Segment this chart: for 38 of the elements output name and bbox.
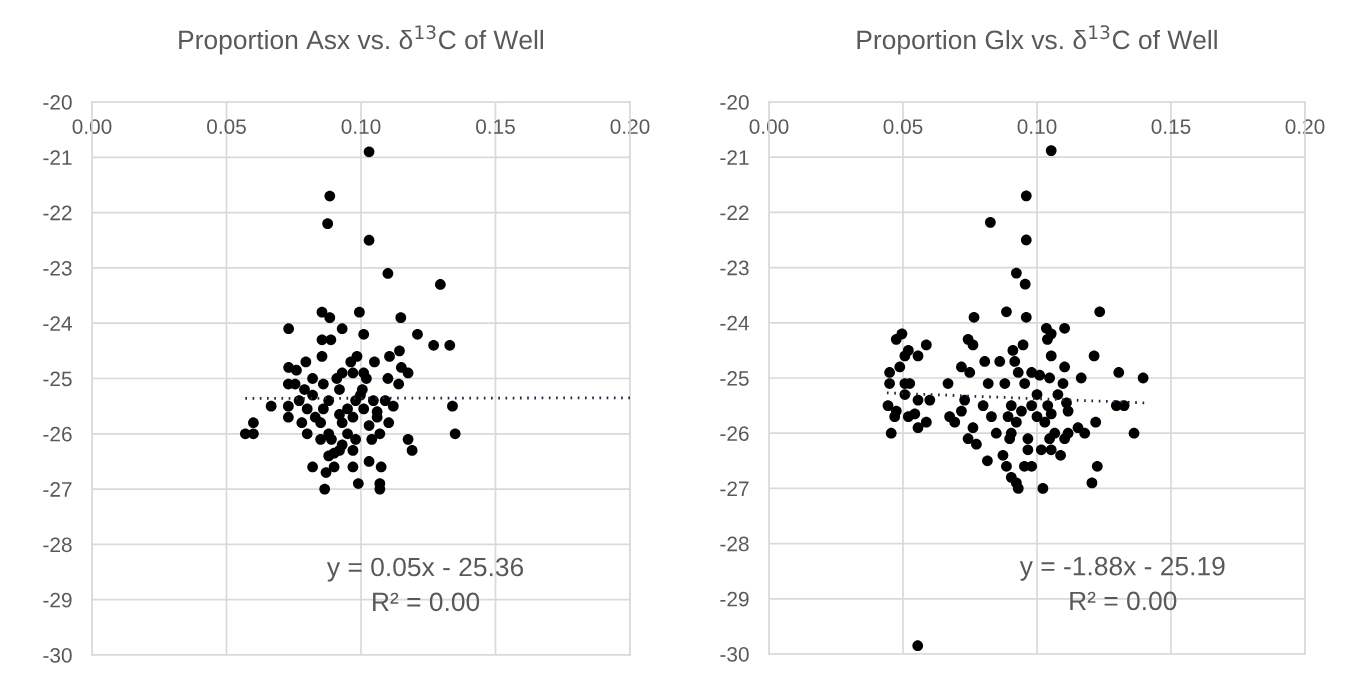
- x-tick-label: 0.15: [476, 119, 515, 134]
- y-tick-label: -20: [43, 95, 72, 110]
- y-tick-label: -26: [43, 426, 72, 442]
- y-tick-label: -26: [720, 426, 749, 441]
- y-tick-label: -28: [720, 536, 749, 552]
- y-tick-label: -21: [43, 150, 72, 165]
- x-tick-label: 0.15: [1151, 119, 1191, 134]
- y-tick-label: -30: [720, 647, 749, 662]
- y-tick-label: -30: [43, 648, 72, 663]
- y-tick-label: -22: [720, 205, 749, 220]
- y-tick-label: -27: [720, 481, 749, 496]
- y-tick-label: -20: [720, 95, 749, 110]
- chart-title: Proportion Glx vs. δ$^{13}$C of Well: [857, 25, 1217, 55]
- y-tick-label: -25: [720, 371, 749, 386]
- annotation: R² = 0.00: [1070, 591, 1177, 611]
- x-tick-label: 0.20: [610, 119, 650, 134]
- annotation: R² = 0.00: [373, 592, 480, 612]
- y-tick-label: -24: [43, 316, 72, 331]
- x-tick-label: 0.10: [341, 119, 381, 134]
- y-tick-label: -29: [720, 591, 749, 607]
- y-tick-label: -27: [43, 482, 72, 497]
- x-tick-label: 0.20: [1285, 119, 1325, 134]
- y-tick-label: -22: [43, 205, 72, 221]
- y-tick-label: -23: [43, 260, 72, 276]
- y-tick-label: -24: [720, 315, 749, 331]
- chart-title: Proportion Asx vs. δ$^{13}$C of Well: [179, 25, 543, 55]
- x-tick-label: 0.05: [883, 119, 923, 134]
- y-tick-label: -23: [720, 260, 749, 276]
- x-tick-label: 0.10: [1017, 119, 1057, 134]
- y-tick-label: -25: [43, 371, 72, 387]
- x-tick-label: 0.05: [207, 119, 246, 134]
- y-tick-label: -28: [43, 537, 72, 553]
- annotation: y = 0.05x - 25.36: [326, 557, 524, 582]
- x-tick-label: 0.00: [749, 119, 789, 134]
- y-tick-label: -21: [720, 150, 749, 165]
- annotation: y = -1.88x - 25.19: [1019, 556, 1225, 581]
- y-tick-label: -29: [43, 592, 72, 608]
- x-tick-label: 0.00: [72, 119, 112, 134]
